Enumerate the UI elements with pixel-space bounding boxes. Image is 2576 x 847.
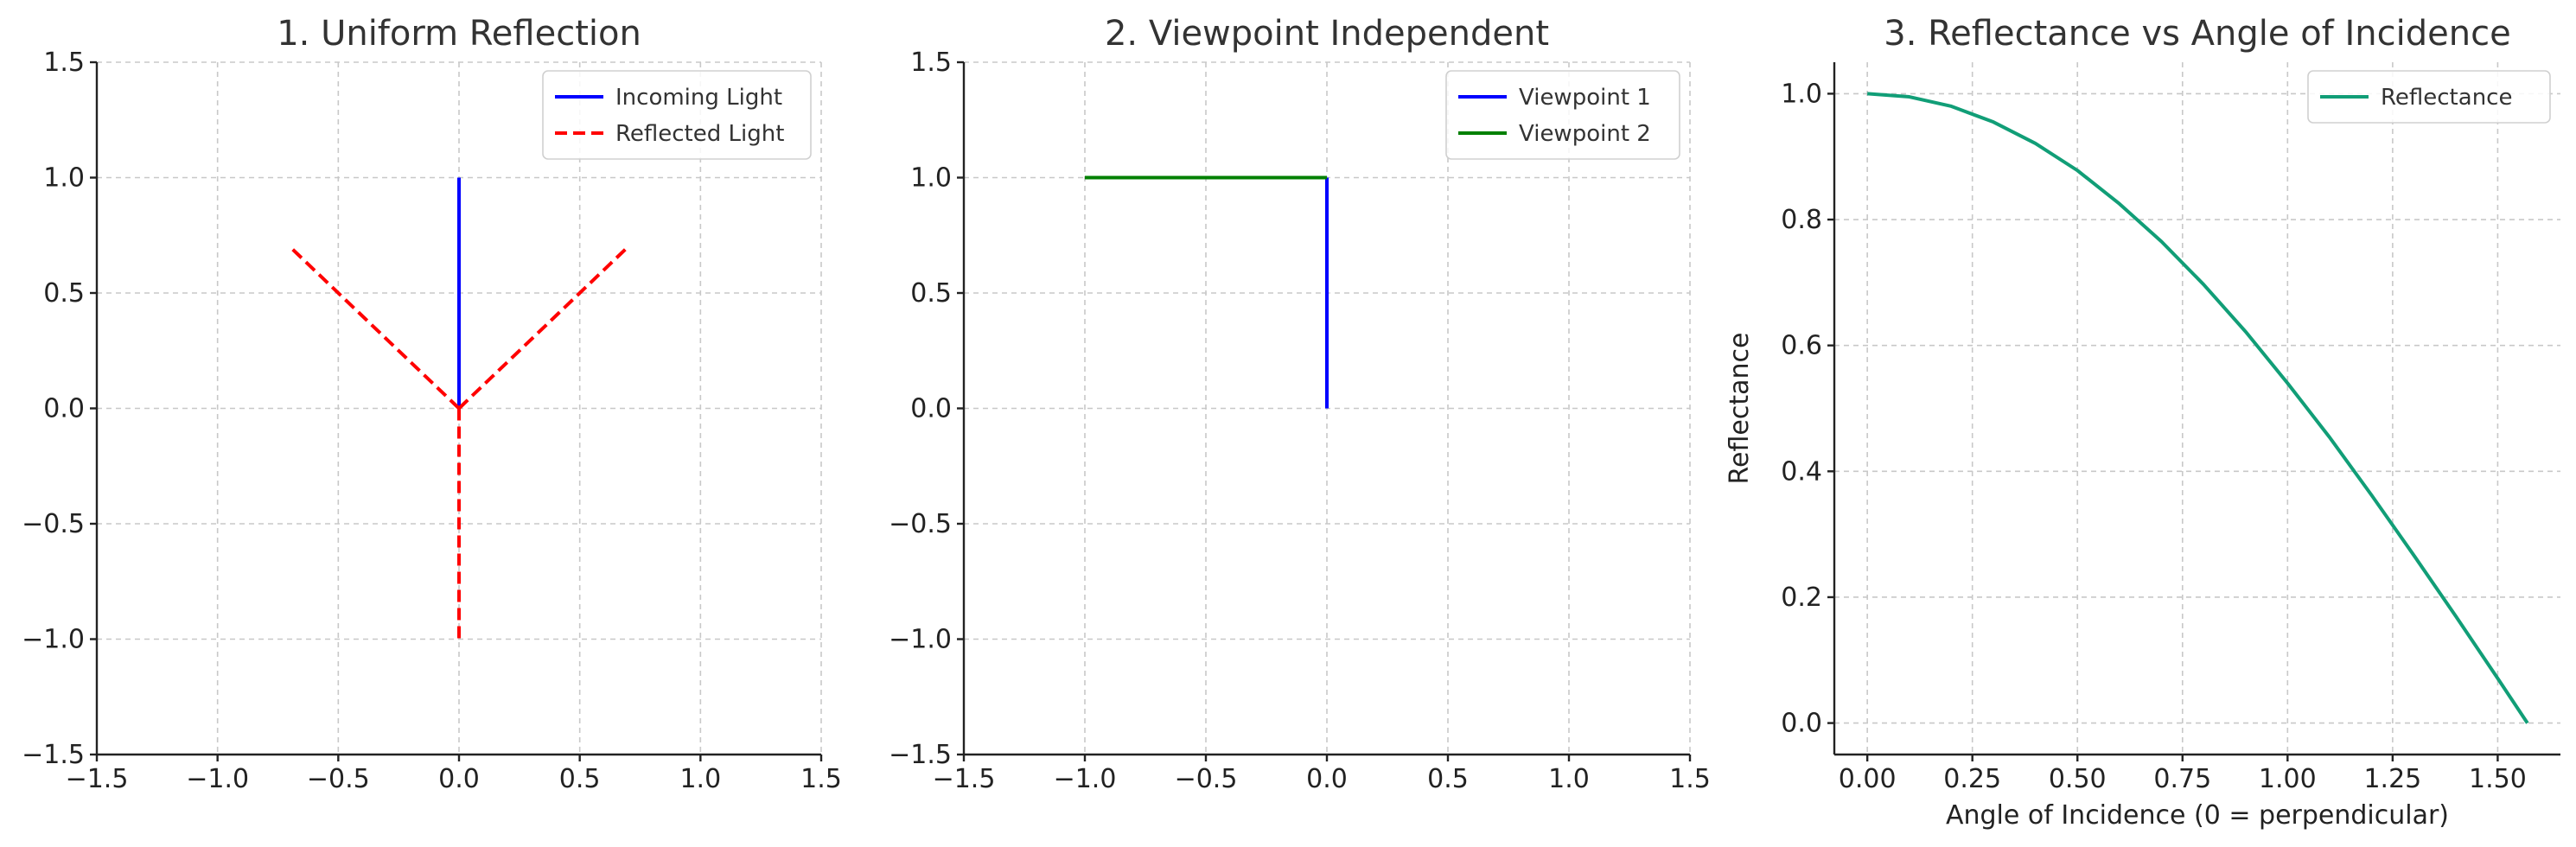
- x-tick-label: 1.0: [1548, 764, 1590, 794]
- y-tick-label: 1.0: [910, 163, 952, 194]
- legend-label: Reflected Light: [615, 121, 784, 147]
- y-tick-label: 0.8: [1781, 205, 1822, 235]
- legend: Viewpoint 1 Viewpoint 2: [1445, 70, 1680, 160]
- x-tick-label: 1.5: [1669, 764, 1711, 794]
- y-tick-label: 0.5: [910, 278, 952, 309]
- x-tick-label: 0.00: [1839, 764, 1897, 794]
- x-tick-label: 0.0: [1306, 764, 1348, 794]
- chart-title: 1. Uniform Reflection: [277, 14, 641, 54]
- legend-box: [1445, 70, 1680, 160]
- x-tick-label: 0.25: [1943, 764, 2001, 794]
- x-tick-label: −0.5: [1175, 764, 1238, 794]
- legend-label: Viewpoint 1: [1519, 85, 1651, 111]
- x-tick-label: 0.50: [2049, 764, 2107, 794]
- panel-reflectance-vs-angle: 3. Reflectance vs Angle of Incidence Ang…: [1725, 14, 2560, 831]
- x-tick-label: 1.50: [2469, 764, 2527, 794]
- y-tick-label: 1.0: [43, 163, 85, 194]
- y-tick-label: −0.5: [22, 509, 85, 539]
- chart-title: 2. Viewpoint Independent: [1105, 14, 1549, 54]
- y-tick-label: 0.0: [43, 394, 85, 424]
- x-tick-label: 0.75: [2153, 764, 2211, 794]
- x-tick-label: 0.0: [438, 764, 480, 794]
- legend-label: Incoming Light: [615, 85, 782, 111]
- panel-viewpoint-independent: 2. Viewpoint Independent −1.5 −1.0 −0.5 0.0…: [889, 14, 1711, 794]
- y-tick-label: 1.0: [1781, 79, 1822, 109]
- x-tick-label: 0.5: [559, 764, 601, 794]
- y-tick-label: 1.5: [910, 48, 952, 78]
- y-tick-label: −1.0: [22, 625, 85, 655]
- legend-label: Reflectance: [2381, 85, 2512, 111]
- x-tick-label: 1.5: [800, 764, 842, 794]
- x-tick-label: 1.00: [2259, 764, 2317, 794]
- y-tick-label: 0.0: [910, 394, 952, 424]
- x-tick-label: −1.0: [1054, 764, 1117, 794]
- y-tick-label: −1.5: [889, 740, 952, 770]
- x-tick-label: 1.25: [2363, 764, 2421, 794]
- y-tick-label: −1.0: [889, 625, 952, 655]
- y-tick-label: −1.5: [22, 740, 85, 770]
- y-tick-label: −0.5: [889, 509, 952, 539]
- y-tick-label: 0.5: [43, 278, 85, 309]
- legend: Reflectance: [2307, 70, 2551, 124]
- panel-uniform-reflection: 1. Uniform Reflection −1.5 −1.0 −0.5 0.0 0.5…: [22, 14, 842, 794]
- y-tick-label: 0.6: [1781, 331, 1822, 361]
- legend-label: Viewpoint 2: [1519, 121, 1651, 147]
- x-axis-label: Angle of Incidence (0 = perpendicular): [1946, 800, 2449, 831]
- y-axis-label: Reflectance: [1725, 333, 1755, 485]
- y-tick-label: 1.5: [43, 48, 85, 78]
- y-tick-label: 0.4: [1781, 456, 1822, 487]
- chart-title: 3. Reflectance vs Angle of Incidence: [1884, 14, 2510, 54]
- series-reflected-light-line: [289, 245, 461, 410]
- legend: Incoming Light Reflected Light: [542, 70, 812, 160]
- x-tick-label: −0.5: [307, 764, 370, 794]
- x-tick-label: −1.5: [66, 764, 129, 794]
- x-tick-label: −1.0: [186, 764, 249, 794]
- legend-box: [2307, 70, 2551, 124]
- x-tick-label: −1.5: [933, 764, 996, 794]
- series-reflectance-line: [1867, 92, 2529, 724]
- y-tick-label: 0.0: [1781, 709, 1822, 739]
- x-tick-label: 0.5: [1427, 764, 1469, 794]
- legend-box: [542, 70, 812, 160]
- x-tick-label: 1.0: [679, 764, 721, 794]
- y-tick-label: 0.2: [1781, 583, 1822, 613]
- series-reflected-light-line: [457, 245, 629, 410]
